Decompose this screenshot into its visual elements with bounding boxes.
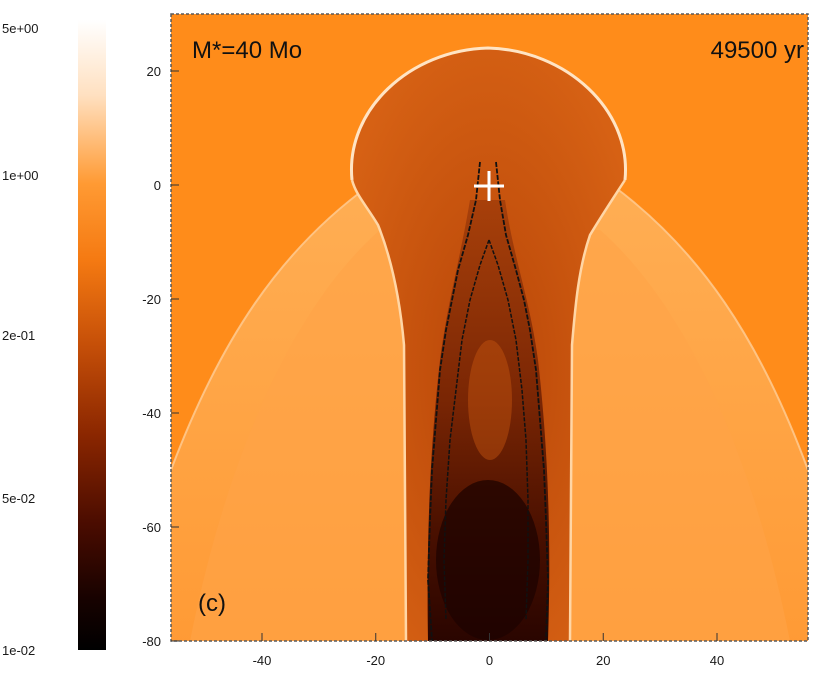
shell-outline-lower bbox=[350, 179, 627, 641]
x-tick-label: -40 bbox=[253, 653, 272, 668]
colorbar-tick-label: 5e+00 bbox=[2, 21, 39, 36]
y-tick-label: -40 bbox=[142, 406, 161, 421]
y-tick-label: -60 bbox=[142, 520, 161, 535]
colorbar-tick-label: 2e-01 bbox=[2, 328, 35, 343]
x-tick-label: 40 bbox=[710, 653, 724, 668]
colorbar: 5e+00 1e+00 2e-01 5e-02 1e-02 bbox=[2, 20, 106, 658]
y-tick-label: -20 bbox=[142, 292, 161, 307]
y-tick-label: 0 bbox=[154, 178, 161, 193]
colorbar-gradient bbox=[78, 20, 106, 650]
y-axis: 20 0 -20 -40 -60 -80 bbox=[142, 64, 179, 649]
panel-label: (c) bbox=[198, 590, 226, 617]
x-tick-label: 20 bbox=[596, 653, 610, 668]
colorbar-tick-label: 1e-02 bbox=[2, 643, 35, 658]
mass-label: M*=40 Mo bbox=[192, 37, 302, 64]
tail-core bbox=[436, 480, 540, 640]
x-axis: -40 -20 0 20 40 bbox=[253, 633, 724, 668]
tail-glow bbox=[468, 340, 512, 460]
plot-area: M*=40 Mo 49500 yr (c) bbox=[171, 14, 808, 641]
colorbar-tick-label: 5e-02 bbox=[2, 491, 35, 506]
contour-outer bbox=[427, 161, 549, 641]
shell-outline bbox=[350, 46, 627, 181]
y-tick-label: -80 bbox=[142, 634, 161, 649]
bow-shock-edge bbox=[171, 184, 808, 471]
star-marker bbox=[474, 171, 504, 201]
x-tick-label: 0 bbox=[486, 653, 493, 668]
time-label: 49500 yr bbox=[711, 37, 804, 64]
contour-inner bbox=[443, 239, 529, 621]
x-tick-label: -20 bbox=[366, 653, 385, 668]
y-tick-label: 20 bbox=[147, 64, 161, 79]
colorbar-tick-label: 1e+00 bbox=[2, 168, 39, 183]
